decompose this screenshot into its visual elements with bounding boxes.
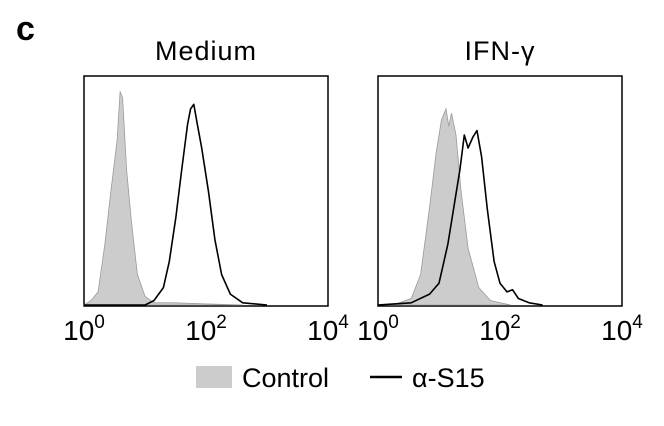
x-tick-label: 102: [479, 312, 521, 346]
series-layer: [377, 107, 543, 306]
x-tick-labels: 100 102 104: [357, 312, 643, 346]
plot-frame: [83, 75, 329, 307]
ifn-gamma-histogram-panel: IFN-γ 100 102 104: [357, 36, 643, 346]
series-layer: [82, 91, 268, 306]
x-tick-label: 100: [357, 312, 399, 346]
chart-title: Medium: [155, 36, 257, 66]
legend-swatch-control: [196, 366, 232, 388]
chart-title: IFN-γ: [465, 36, 536, 66]
series-control-histogram: [377, 107, 511, 306]
medium-histogram-panel: Medium 100 102 104: [63, 36, 349, 346]
panel-label: c: [16, 10, 35, 48]
legend-label-alpha-s15: α-S15: [412, 363, 485, 393]
legend: Control α-S15: [196, 363, 485, 393]
plot-frame: [377, 75, 623, 307]
x-tick-label: 104: [601, 312, 643, 346]
legend-label-control: Control: [242, 363, 329, 393]
x-tick-labels: 100 102 104: [63, 312, 349, 346]
x-tick-label: 104: [307, 312, 349, 346]
series-control-histogram: [82, 91, 243, 306]
series-s15-histogram: [377, 129, 543, 306]
series-s15-histogram: [84, 103, 268, 306]
x-tick-label: 102: [185, 312, 227, 346]
x-tick-label: 100: [63, 312, 105, 346]
